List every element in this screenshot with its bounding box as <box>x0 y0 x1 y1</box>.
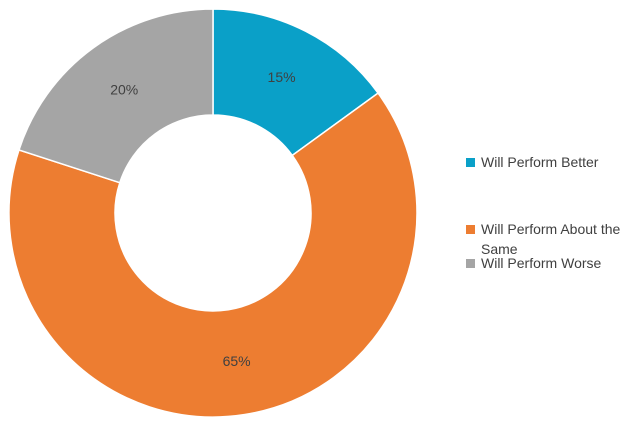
slice-same <box>8 92 418 418</box>
data-label-better: 15% <box>268 69 296 85</box>
data-label-worse: 20% <box>110 82 138 98</box>
legend-swatch-same <box>466 225 475 234</box>
legend-item-better: Will Perform Better <box>466 152 636 172</box>
slice-worse <box>18 8 214 184</box>
legend-label-same: Will Perform About the Same <box>481 221 621 257</box>
legend: Will Perform Better Will Perform About t… <box>466 0 638 421</box>
legend-label-worse: Will Perform Worse <box>481 255 602 271</box>
data-label-same: 65% <box>223 353 251 369</box>
donut-chart: 15% 65% 20% <box>8 8 418 418</box>
legend-label-better: Will Perform Better <box>481 154 599 170</box>
legend-item-worse: Will Perform Worse <box>466 253 636 273</box>
legend-item-same: Will Perform About the Same <box>466 219 636 259</box>
legend-swatch-worse <box>466 259 475 268</box>
legend-swatch-better <box>466 158 475 167</box>
slice-better <box>212 8 380 157</box>
